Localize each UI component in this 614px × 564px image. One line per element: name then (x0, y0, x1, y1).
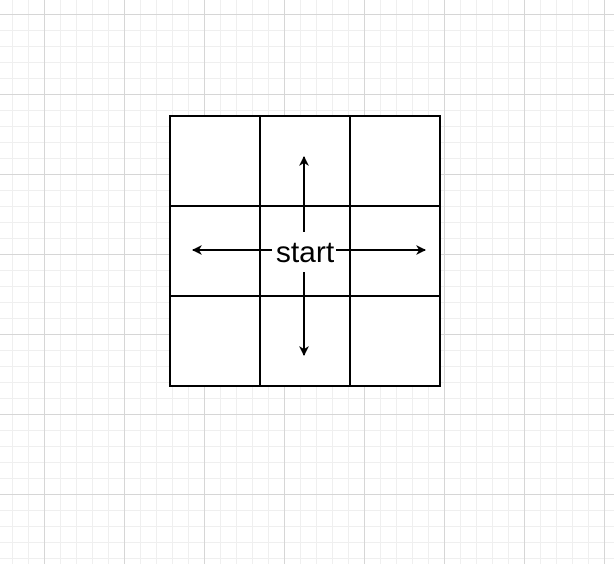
direction-arrows (192, 156, 426, 356)
grid-cell (349, 295, 441, 387)
grid-cell (169, 295, 261, 387)
cell-grid (169, 115, 441, 387)
grid-cell (169, 115, 261, 207)
start-label: start (276, 236, 335, 269)
grid-cell (349, 115, 441, 207)
